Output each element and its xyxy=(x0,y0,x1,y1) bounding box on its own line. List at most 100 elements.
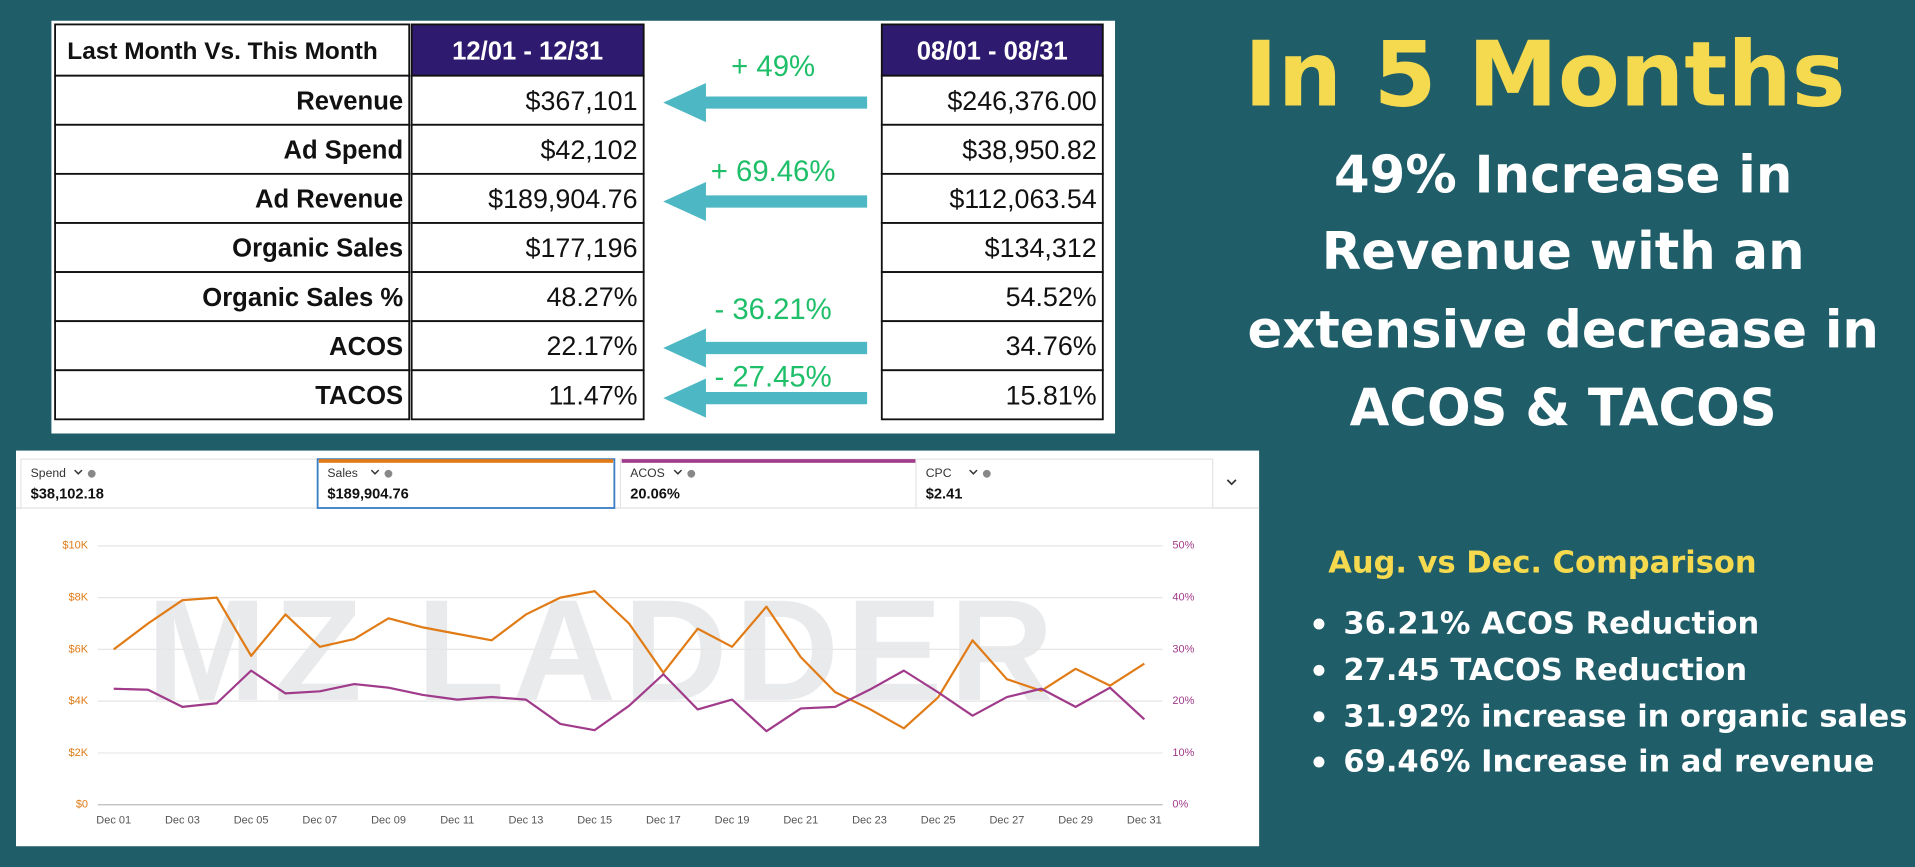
row-label: TACOS xyxy=(315,382,403,410)
bullet xyxy=(1313,618,1325,630)
watermark: MZ LADDER xyxy=(147,570,1061,731)
y-tick-label: $4K xyxy=(69,695,89,707)
x-tick-label: Dec 13 xyxy=(509,815,544,827)
cell xyxy=(54,222,411,273)
header-cell xyxy=(880,23,1104,77)
tab-color-bar xyxy=(318,459,614,463)
cell xyxy=(54,369,411,421)
comparison-title: Aug. vs Dec. Comparison xyxy=(1328,546,1756,581)
cell-value: $367,101 xyxy=(526,86,638,116)
y2-tick-label: 20% xyxy=(1172,695,1194,707)
y2-tick-label: 50% xyxy=(1172,540,1194,552)
comparison-list: 36.21% ACOS Reduction 27.45 TACOS Reduct… xyxy=(1313,607,1907,780)
x-tick-label: Dec 21 xyxy=(783,815,818,827)
arrows xyxy=(663,83,868,418)
header-text: 12/01 - 12/31 xyxy=(452,37,603,65)
cell-value: 48.27% xyxy=(546,282,637,312)
headline: In 5 Months xyxy=(1244,22,1845,127)
row-label: Organic Sales xyxy=(232,235,403,263)
change-label: - 27.45% xyxy=(714,360,831,393)
series-line xyxy=(113,669,1146,733)
y-tick-label: $10K xyxy=(62,540,88,552)
tab-chevron xyxy=(969,469,978,475)
x-tick-label: Dec 25 xyxy=(921,815,956,827)
tab-chevron xyxy=(370,469,380,475)
tab-value: $2.41 xyxy=(926,486,963,502)
bullet xyxy=(1313,711,1325,723)
change-label: + 69.46% xyxy=(711,155,836,188)
x-tick-label: Dec 17 xyxy=(646,815,681,827)
y-tick-label: $0 xyxy=(76,799,88,811)
bullet-text: 27.45 TACOS Reduction xyxy=(1343,653,1747,688)
y2-tick-label: 0% xyxy=(1172,799,1188,811)
summary-line: extensive decrease in xyxy=(1247,300,1878,360)
tab-info xyxy=(384,469,393,478)
tab-name: ACOS xyxy=(630,466,665,480)
cell xyxy=(880,172,1104,224)
change-label: + 49% xyxy=(731,50,815,83)
cell xyxy=(54,123,411,175)
metric-tab[interactable] xyxy=(316,458,616,509)
tab-info xyxy=(982,469,991,478)
row-label: Ad Spend xyxy=(284,137,404,165)
arrow xyxy=(663,378,868,418)
row-label: ACOS xyxy=(329,333,403,361)
cell xyxy=(410,123,645,175)
cell-value: 11.47% xyxy=(548,380,637,410)
cell-value: $246,376.00 xyxy=(947,86,1096,116)
x-tick-label: Dec 01 xyxy=(96,815,131,827)
x-tick-label: Dec 23 xyxy=(852,815,887,827)
bullet xyxy=(1313,756,1325,768)
tab-value: $189,904.76 xyxy=(327,486,408,502)
cell-value: $42,102 xyxy=(540,135,637,165)
cell-value: $189,904.76 xyxy=(488,184,637,214)
cell xyxy=(880,271,1104,323)
tab-name: Sales xyxy=(327,466,358,480)
cell xyxy=(54,271,411,323)
bullet xyxy=(1313,664,1325,676)
cell-value: 54.52% xyxy=(1006,282,1097,312)
cell-value: $38,950.82 xyxy=(962,135,1096,165)
bullet-text: 36.21% ACOS Reduction xyxy=(1343,607,1759,642)
tab-info xyxy=(687,469,696,478)
y2-tick-label: 10% xyxy=(1172,747,1194,759)
x-tick-label: Dec 27 xyxy=(990,815,1025,827)
tab-name: CPC xyxy=(926,466,952,480)
tab-value: 20.06% xyxy=(630,486,680,502)
tab-chevron xyxy=(673,469,683,475)
summary-line: Revenue with an xyxy=(1322,222,1805,282)
header-text: 08/01 - 08/31 xyxy=(917,37,1068,65)
cell xyxy=(880,369,1104,421)
table: Last Month Vs. This Month 12/01 - 12/31 08… xyxy=(54,23,1104,421)
expand-chevron[interactable] xyxy=(1226,479,1237,486)
cell xyxy=(880,222,1104,273)
cell xyxy=(410,74,645,126)
series-line xyxy=(113,590,1145,730)
metric-tab[interactable] xyxy=(915,458,1214,509)
header-cell xyxy=(410,23,645,77)
cell xyxy=(880,74,1104,126)
x-tick-label: Dec 15 xyxy=(577,815,612,827)
cell xyxy=(880,320,1104,372)
x-tick-label: Dec 31 xyxy=(1127,815,1162,827)
x-tick-label: Dec 03 xyxy=(165,815,200,827)
chart-panel xyxy=(16,450,1260,847)
y-tick-label: $2K xyxy=(69,747,89,759)
y2-tick-label: 40% xyxy=(1172,592,1194,604)
chart: Spend $38,102.18 Sales $189,904.76 ACOS 20.06… xyxy=(16,458,1260,827)
cell-value: 34.76% xyxy=(1006,331,1097,361)
cell xyxy=(54,74,411,126)
x-tick-label: Dec 07 xyxy=(302,815,337,827)
y2-tick-label: 30% xyxy=(1172,643,1194,655)
metric-tab[interactable] xyxy=(619,458,918,509)
cell xyxy=(410,271,645,323)
cell xyxy=(410,222,645,273)
cell-value: $177,196 xyxy=(526,233,638,263)
cell-value: 22.17% xyxy=(546,331,637,361)
header-text: Last Month Vs. This Month xyxy=(67,38,377,65)
row-label: Organic Sales % xyxy=(202,284,403,312)
x-tick-label: Dec 11 xyxy=(440,815,474,827)
x-tick-label: Dec 29 xyxy=(1058,815,1093,827)
cell xyxy=(54,320,411,372)
